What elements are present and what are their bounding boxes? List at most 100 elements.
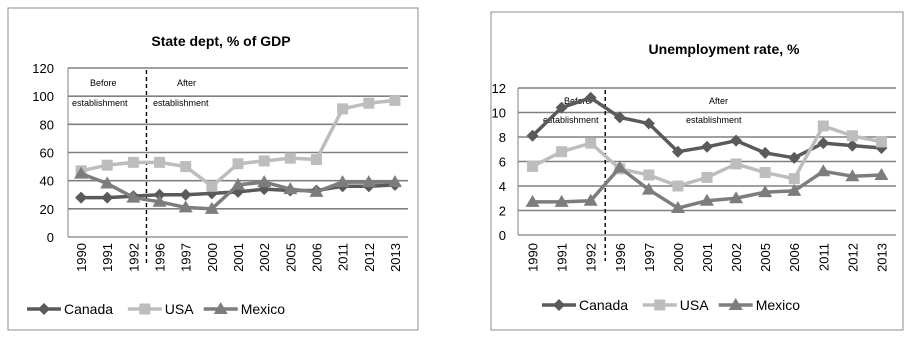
data-point-usa <box>527 160 539 172</box>
data-point-mexico <box>583 193 598 206</box>
data-point-usa <box>363 97 375 109</box>
chart-panel-unemployment: Unemployment rate, % Before establishmen… <box>466 0 906 332</box>
legend-label: Mexico <box>241 301 286 317</box>
data-point-mexico <box>758 185 773 198</box>
x-tick-label: 2012 <box>362 243 377 272</box>
x-tick-label: 2011 <box>816 243 831 271</box>
data-point-mexico <box>204 201 219 214</box>
x-tick-label: 1990 <box>74 243 89 272</box>
x-tick-label: 2000 <box>205 243 220 272</box>
legend-item-usa: USA <box>127 301 194 317</box>
data-point-usa <box>759 167 771 179</box>
y-tick-label: 80 <box>40 117 54 132</box>
data-point-mexico <box>100 176 115 189</box>
y-tick-label: 20 <box>40 202 54 217</box>
x-tick-label: 1996 <box>613 243 628 272</box>
chart-panel-state-debt: State dept, % of GDP Before establishmen… <box>0 0 430 332</box>
data-point-mexico <box>845 169 860 182</box>
data-point-usa <box>258 155 270 167</box>
legend-marker <box>728 298 743 310</box>
x-tick-label: 2001 <box>231 243 246 272</box>
annotation-before-line2: establishment <box>543 115 599 125</box>
x-tick-label: 2011 <box>336 243 351 271</box>
data-point-mexico <box>126 190 141 203</box>
data-point-mexico <box>361 175 376 188</box>
data-point-mexico <box>612 160 627 173</box>
data-point-canada <box>555 101 568 114</box>
data-point-mexico <box>74 166 89 179</box>
data-point-mexico <box>700 193 714 206</box>
legend-item-canada: Canada <box>542 297 628 313</box>
data-point-mexico <box>283 182 298 195</box>
legend-label: Mexico <box>756 297 801 313</box>
y-tick-label: 60 <box>40 146 54 161</box>
data-point-usa <box>284 152 296 164</box>
data-point-canada <box>584 91 597 104</box>
x-tick-label: 2005 <box>283 243 298 272</box>
data-point-usa <box>643 169 655 181</box>
data-point-canada <box>817 137 830 150</box>
data-point-mexico <box>554 194 569 207</box>
chart-frame <box>7 7 419 331</box>
data-point-mexico <box>387 175 402 188</box>
data-point-canada <box>671 145 684 158</box>
data-point-mexico <box>641 182 656 195</box>
x-tick-label: 1991 <box>555 243 570 272</box>
data-point-usa <box>585 137 597 149</box>
data-point-usa <box>788 173 800 185</box>
annotation-before-line2: establishment <box>72 98 128 108</box>
data-point-mexico <box>670 201 685 214</box>
x-tick-label: 2001 <box>700 243 715 272</box>
x-tick-label: 1992 <box>126 243 141 272</box>
legend-label: Canada <box>579 297 628 313</box>
data-point-canada <box>846 139 859 152</box>
legend-item-canada: Canada <box>27 301 113 317</box>
legend-marker <box>553 299 565 311</box>
data-point-usa <box>101 159 113 171</box>
data-point-usa <box>310 154 322 166</box>
x-tick-label: 1991 <box>100 243 115 272</box>
data-point-mexico <box>874 167 889 180</box>
data-point-usa <box>672 180 684 192</box>
y-tick-label: 10 <box>492 106 506 121</box>
y-tick-label: 0 <box>47 230 54 245</box>
data-point-mexico <box>257 175 272 188</box>
data-point-usa <box>127 156 139 168</box>
data-point-mexico <box>231 177 245 190</box>
annotation-after-line2: establishment <box>153 98 209 108</box>
annotation-after-line1: After <box>709 96 728 106</box>
data-point-canada <box>613 111 626 124</box>
data-point-usa <box>701 171 713 183</box>
data-point-usa <box>389 94 401 106</box>
x-tick-label: 1992 <box>584 243 599 272</box>
data-point-canada <box>75 191 88 204</box>
data-point-canada <box>759 146 772 159</box>
legend-item-mexico: Mexico <box>203 301 286 317</box>
legend-label: Canada <box>64 301 113 317</box>
data-point-usa <box>556 146 568 158</box>
data-point-mexico <box>729 191 744 204</box>
y-tick-label: 120 <box>32 61 54 76</box>
data-point-mexico <box>816 164 831 177</box>
data-point-mexico <box>335 175 350 188</box>
data-point-canada <box>730 134 743 147</box>
x-tick-label: 2013 <box>874 243 889 272</box>
y-tick-label: 4 <box>499 179 506 194</box>
legend-item-mexico: Mexico <box>718 297 801 313</box>
legend-label: USA <box>165 301 194 317</box>
data-point-canada <box>101 191 114 204</box>
y-tick-label: 12 <box>492 81 506 96</box>
data-point-mexico <box>787 183 802 196</box>
data-point-mexico <box>152 194 167 207</box>
state-debt-chart: State dept, % of GDP Before establishmen… <box>7 7 419 331</box>
y-tick-label: 0 <box>499 228 506 243</box>
unemployment-chart: Unemployment rate, % Before establishmen… <box>490 11 904 331</box>
x-tick-label: 2002 <box>729 243 744 272</box>
annotation-before-line1: Before <box>90 78 117 88</box>
y-tick-label: 2 <box>499 204 506 219</box>
x-tick-label: 2002 <box>257 243 272 272</box>
annotation-after-line1: After <box>177 78 196 88</box>
y-tick-label: 8 <box>499 130 506 145</box>
data-point-canada <box>642 117 655 130</box>
data-point-canada <box>701 140 713 153</box>
